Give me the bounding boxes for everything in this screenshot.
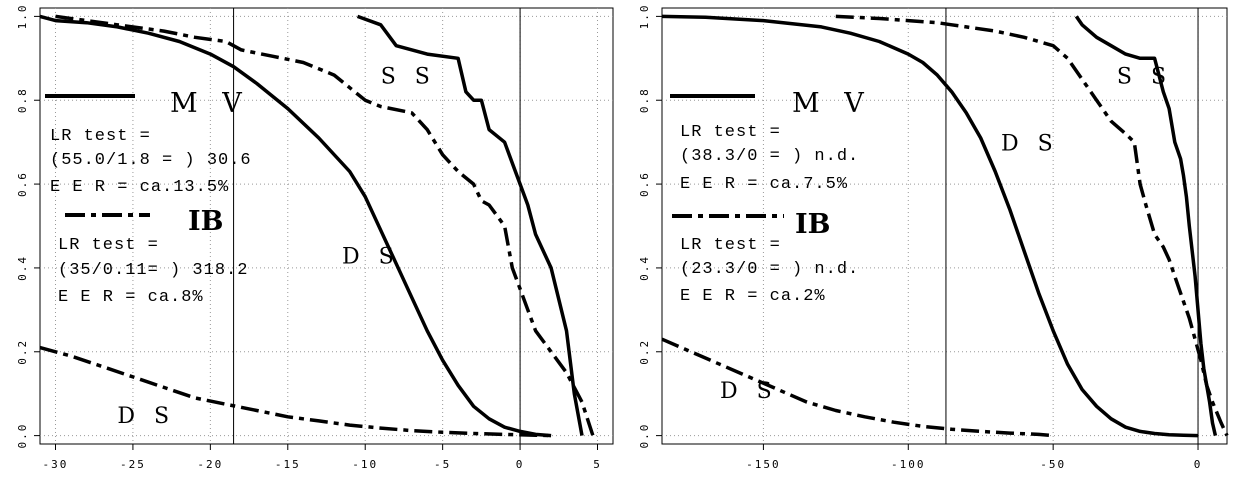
right-plot-frame: [661, 7, 1228, 445]
left-legend-mv-lr-line2: (55.0/1.8 = ) 30.6: [50, 151, 252, 170]
right-series-mv-1: [1074, 15, 1218, 436]
right-series-mv-0: [661, 14, 1199, 438]
right-x-tick-label: -50: [1040, 458, 1066, 471]
right-legend-ib-lr-line1: LR test =: [680, 236, 781, 255]
left-x-tick-label: -15: [275, 458, 301, 471]
right-x-tick-label: -100: [891, 458, 926, 471]
right-series: [661, 14, 1229, 438]
right-y-axis: 0.0 0.2 0.4 0.6 0.8 1.0: [638, 3, 662, 449]
left-x-tick-label: 5: [593, 458, 602, 471]
right-legend-ib-label: IB: [795, 209, 830, 240]
left-y-tick-label: 0.0: [16, 423, 29, 449]
right-y-tick-label: 0.0: [638, 423, 651, 449]
left-curve-label: D S: [117, 404, 175, 429]
right-legend-ib-eer: E E R = ca.2%: [680, 287, 826, 306]
right-curve-label: D S: [1001, 132, 1059, 157]
right-x-tick-label: -150: [746, 458, 781, 471]
left-y-tick-label: 0.8: [16, 87, 29, 113]
right-y-tick-label: 0.2: [638, 339, 651, 365]
left-x-tick-label: -20: [197, 458, 223, 471]
left-y-tick-label: 0.4: [16, 255, 29, 281]
right-series-ib-3: [661, 337, 1054, 438]
left-legend-ib-lr-line1: LR test =: [58, 236, 159, 255]
left-legend-mv-lr-line1: LR test =: [50, 127, 151, 146]
left-curve-label: S S: [381, 64, 436, 89]
right-panel: -150 -100 -50 0 0.0 0.2 0.4 0.6 0.8 1.0 S S D S D …: [638, 3, 1229, 471]
left-curve-labels: S S D S D S: [117, 64, 436, 429]
right-curve-labels: S S D S D S: [720, 64, 1172, 404]
left-legend-ib-eer: E E R = ca.8%: [58, 288, 204, 307]
left-legend-mv-label: M V: [170, 88, 250, 119]
left-series-mv-0: [39, 14, 552, 438]
left-y-tick-label: 0.2: [16, 339, 29, 365]
left-legend-mv-eer: E E R = ca.13.5%: [50, 178, 229, 197]
left-panel: -30 -25 -20 -15 -10 -5 0 5 0.0 0.2 0.4 0.6 0.8 1.0 S…: [16, 3, 614, 471]
left-plot-frame: [39, 7, 614, 445]
left-x-tick-label: 0: [516, 458, 525, 471]
right-threshold-lines: [945, 8, 1199, 444]
right-x-axis: -150 -100 -50 0: [746, 444, 1203, 471]
right-series-ib-2: [835, 14, 1229, 437]
right-legend-mv-lr-line1: LR test =: [680, 123, 781, 142]
right-y-tick-label: 0.4: [638, 255, 651, 281]
left-legend-ib-lr-line2: (35/0.11= ) 318.2: [58, 261, 248, 280]
right-curve-label: S S: [1117, 64, 1172, 89]
right-legend-ib-lr-line2: (23.3/0 = ) n.d.: [680, 260, 859, 279]
left-series-ib-2: [55, 14, 595, 437]
left-legend: M V LR test = (55.0/1.8 = ) 30.6 E E R =…: [45, 88, 252, 307]
left-y-axis: 0.0 0.2 0.4 0.6 0.8 1.0: [16, 3, 40, 449]
right-y-tick-label: 0.8: [638, 87, 651, 113]
left-series-mv-1: [356, 14, 584, 436]
left-series-ib-3: [39, 345, 552, 438]
left-legend-ib-label: IB: [188, 206, 223, 237]
right-y-tick-label: 1.0: [638, 3, 651, 29]
right-legend-mv-eer: E E R = ca.7.5%: [680, 175, 848, 194]
right-legend-mv-lr-line2: (38.3/0 = ) n.d.: [680, 147, 859, 166]
left-x-tick-label: -5: [434, 458, 451, 471]
left-curve-label: D S: [342, 245, 400, 270]
right-legend: M V LR test = (38.3/0 = ) n.d. E E R = c…: [670, 88, 872, 306]
left-series: [39, 14, 595, 438]
left-x-tick-label: -30: [43, 458, 69, 471]
right-x-tick-label: 0: [1194, 458, 1203, 471]
left-x-axis: -30 -25 -20 -15 -10 -5 0 5: [43, 444, 602, 471]
left-y-tick-label: 0.6: [16, 171, 29, 197]
left-x-tick-label: -25: [120, 458, 146, 471]
left-grid: [40, 8, 613, 444]
right-legend-mv-label: M V: [792, 88, 872, 119]
left-threshold-lines: [233, 8, 521, 444]
right-curve-label: D S: [720, 379, 778, 404]
left-y-tick-label: 1.0: [16, 3, 29, 29]
right-y-tick-label: 0.6: [638, 171, 651, 197]
left-x-tick-label: -10: [352, 458, 378, 471]
